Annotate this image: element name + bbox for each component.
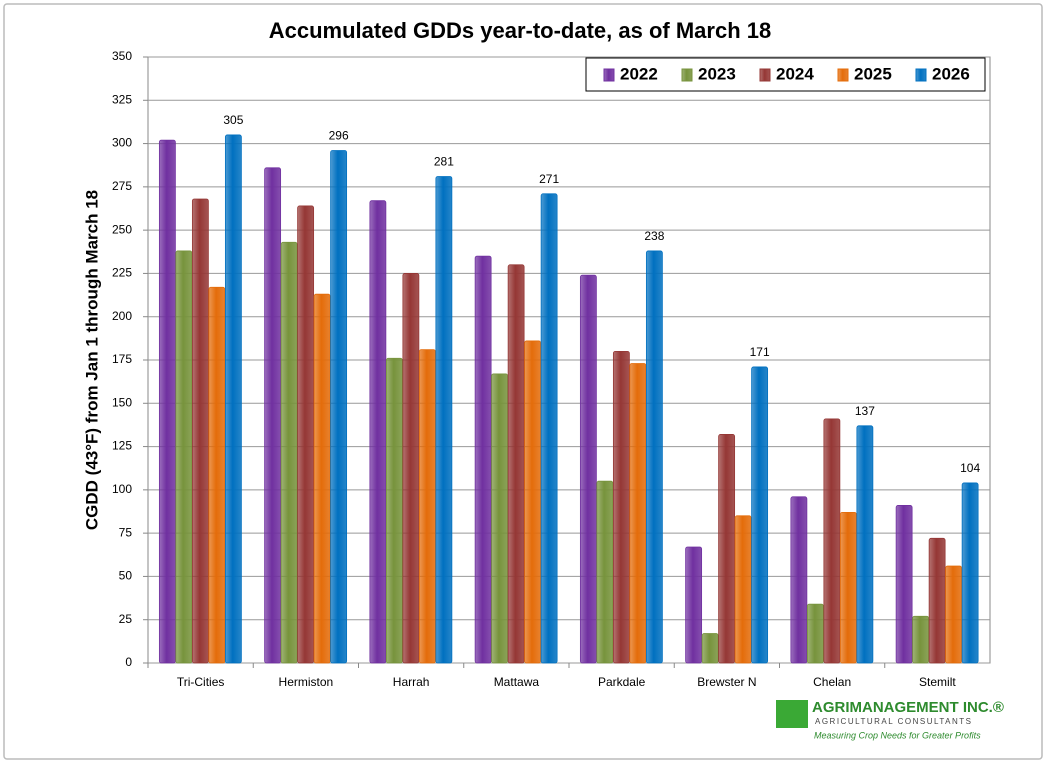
bar — [839, 511, 857, 664]
data-label: 104 — [960, 461, 980, 475]
y-tick-label: 175 — [112, 352, 132, 366]
data-label: 137 — [855, 404, 875, 418]
y-tick-label: 200 — [112, 309, 132, 323]
bar — [507, 264, 525, 664]
bar — [612, 350, 630, 664]
legend-label: 2025 — [854, 64, 892, 83]
chart-title: Accumulated GDDs year-to-date, as of Mar… — [269, 18, 771, 43]
x-tick-label: Hermiston — [279, 675, 334, 689]
logo-subtitle: AGRICULTURAL CONSULTANTS — [815, 717, 973, 726]
bar — [385, 357, 403, 664]
data-label: 281 — [434, 155, 454, 169]
bar — [175, 250, 193, 664]
bar — [297, 205, 315, 664]
bar — [330, 150, 348, 664]
y-tick-label: 50 — [119, 569, 133, 583]
y-tick-label: 150 — [112, 395, 132, 409]
y-tick-label: 100 — [112, 482, 132, 496]
bar — [158, 139, 176, 664]
bar — [435, 176, 453, 664]
logo-icon — [776, 700, 808, 728]
bar — [491, 373, 509, 664]
bar — [856, 425, 874, 664]
y-tick-label: 75 — [119, 525, 133, 539]
bar — [790, 496, 808, 664]
bar — [540, 193, 558, 664]
bar — [280, 241, 298, 664]
bar — [524, 340, 542, 664]
bar — [474, 255, 492, 664]
legend-label: 2022 — [620, 64, 658, 83]
bar — [369, 200, 387, 664]
y-tick-label: 225 — [112, 266, 132, 280]
y-tick-label: 275 — [112, 179, 132, 193]
bar — [402, 273, 420, 664]
x-tick-label: Harrah — [393, 675, 430, 689]
y-tick-label: 300 — [112, 136, 132, 150]
data-label: 171 — [750, 345, 770, 359]
data-label: 305 — [223, 113, 243, 127]
y-tick-label: 325 — [112, 92, 132, 106]
bar — [734, 515, 752, 664]
bar — [685, 546, 703, 664]
x-tick-label: Tri-Cities — [177, 675, 225, 689]
bar — [645, 250, 663, 664]
legend-label: 2023 — [698, 64, 736, 83]
y-tick-label: 0 — [125, 655, 132, 669]
bar — [806, 603, 824, 664]
legend-swatch — [837, 68, 849, 82]
legend-swatch — [915, 68, 927, 82]
logo: AGRIMANAGEMENT INC.® AGRICULTURAL CONSUL… — [776, 699, 1004, 740]
x-tick-label: Stemilt — [919, 675, 956, 689]
bar — [912, 615, 930, 664]
legend-swatch — [681, 68, 693, 82]
x-tick-label: Parkdale — [598, 675, 646, 689]
bar — [208, 286, 226, 664]
bar — [701, 633, 719, 664]
x-tick-label: Mattawa — [494, 675, 540, 689]
x-tick-label: Brewster N — [697, 675, 756, 689]
bar — [596, 480, 614, 664]
bar — [895, 505, 913, 664]
bar — [751, 366, 769, 664]
bar — [629, 363, 647, 664]
bar — [224, 134, 242, 664]
bar — [945, 565, 963, 664]
logo-name: AGRIMANAGEMENT INC.® — [812, 699, 1004, 716]
x-tick-label: Chelan — [813, 675, 851, 689]
legend-swatch — [603, 68, 615, 82]
y-tick-label: 250 — [112, 222, 132, 236]
y-tick-label: 350 — [112, 49, 132, 63]
bar — [961, 482, 979, 664]
logo-tagline: Measuring Crop Needs for Greater Profits — [814, 730, 981, 740]
y-tick-label: 125 — [112, 439, 132, 453]
bar — [718, 434, 736, 664]
data-label: 296 — [329, 129, 349, 143]
bar — [264, 167, 282, 664]
bar — [313, 293, 331, 664]
legend-swatch — [759, 68, 771, 82]
bar — [928, 537, 946, 664]
data-label: 271 — [539, 172, 559, 186]
bar — [191, 198, 209, 664]
y-axis-label: CGDD (43°F) from Jan 1 through March 18 — [82, 190, 101, 530]
bar — [418, 349, 436, 664]
bar — [579, 274, 597, 664]
y-tick-label: 25 — [119, 612, 133, 626]
data-label: 238 — [644, 229, 664, 243]
bar — [823, 418, 841, 664]
legend-label: 2026 — [932, 64, 970, 83]
legend-label: 2024 — [776, 64, 814, 83]
